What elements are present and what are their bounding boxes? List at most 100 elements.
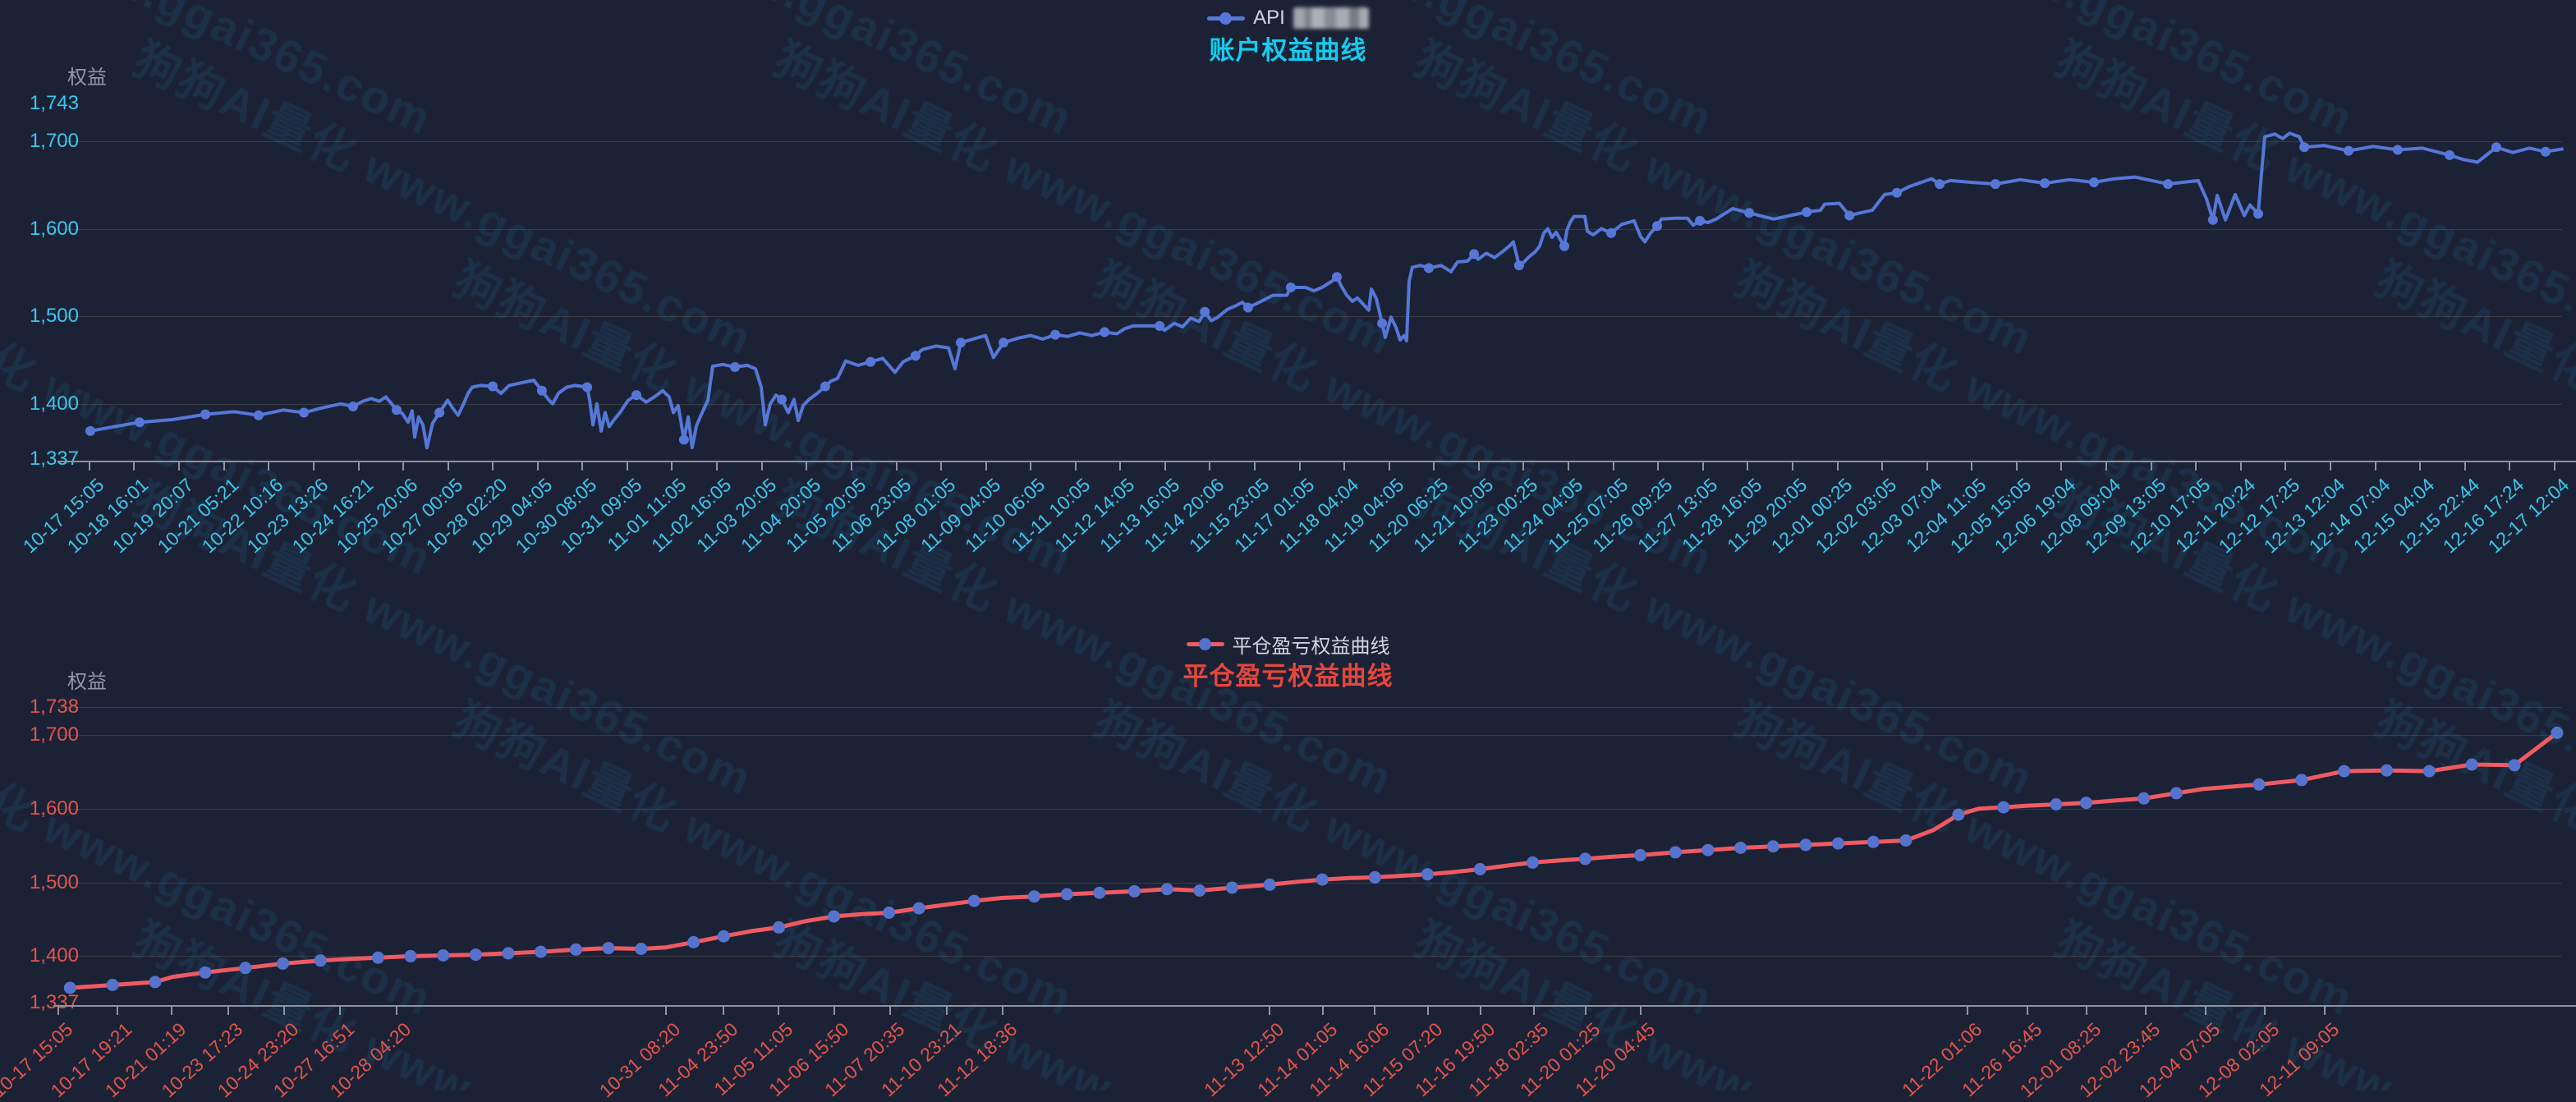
legend-label: 平仓盈亏权益曲线 — [1232, 635, 1390, 658]
x-axis-tick — [2419, 461, 2422, 471]
data-point-marker — [910, 351, 921, 361]
x-axis-tick — [1657, 461, 1660, 471]
data-point-marker — [1285, 282, 1296, 292]
data-point-marker — [631, 390, 641, 401]
data-point-marker — [2137, 792, 2151, 805]
x-axis-tick — [664, 1005, 667, 1015]
data-point-marker — [149, 976, 162, 989]
x-axis-tick — [2105, 461, 2107, 471]
y-axis-label: 1,738 — [29, 696, 79, 718]
x-axis-tick — [1480, 1005, 1482, 1015]
x-axis-tick — [850, 461, 852, 471]
y-gridline — [57, 808, 2562, 810]
y-gridline — [62, 403, 2562, 405]
data-point-marker — [1832, 837, 1844, 850]
x-axis-tick — [723, 1005, 725, 1015]
data-point-marker — [488, 381, 498, 392]
x-axis-tick — [1971, 461, 1973, 471]
data-point-marker — [2392, 145, 2403, 155]
x-axis-tick — [777, 1005, 779, 1015]
data-point-marker — [434, 407, 445, 418]
y-axis-label: 1,500 — [29, 870, 79, 893]
data-point-marker — [1799, 838, 1812, 852]
data-point-marker — [820, 381, 830, 392]
x-axis-tick — [396, 1005, 398, 1015]
x-axis-tick — [133, 461, 135, 471]
data-point-marker — [883, 907, 896, 919]
data-point-marker — [502, 947, 515, 960]
x-axis-tick — [2553, 461, 2555, 471]
x-axis-tick — [1433, 461, 1435, 471]
x-axis-tick — [760, 461, 763, 471]
x-axis-tick — [1298, 461, 1301, 471]
data-point-marker — [437, 949, 450, 962]
data-point-marker — [1128, 884, 1141, 898]
data-point-marker — [469, 948, 482, 962]
x-axis-tick — [170, 1005, 172, 1015]
x-axis-tick — [1477, 461, 1480, 471]
data-point-marker — [392, 405, 402, 416]
x-axis-tick — [1268, 1005, 1270, 1015]
data-point-marker — [1193, 884, 1206, 897]
x-axis-tick — [1533, 1005, 1536, 1015]
data-point-marker — [2344, 145, 2353, 156]
data-point-marker — [1701, 843, 1715, 856]
x-axis-tick — [312, 461, 315, 471]
data-point-marker — [1952, 808, 1965, 821]
y-gridline — [62, 228, 2562, 230]
x-axis-tick — [1836, 461, 1839, 471]
data-point-marker — [2381, 764, 2393, 777]
data-point-marker — [239, 962, 252, 975]
x-axis-tick — [1254, 461, 1256, 471]
data-point-marker — [314, 954, 327, 967]
y-axis-label: 1,500 — [29, 305, 79, 328]
x-axis-tick — [2195, 461, 2197, 471]
data-point-marker — [1844, 210, 1855, 221]
data-point-marker — [299, 407, 310, 418]
chart-title-pnl: 平仓盈亏权益曲线 — [1182, 662, 1394, 691]
data-point-marker — [2465, 758, 2478, 771]
chart-title-account: 账户权益曲线 — [1209, 36, 1367, 65]
x-axis-tick — [1374, 1005, 1376, 1015]
x-axis-tick — [2509, 461, 2511, 471]
data-point-marker — [2338, 765, 2351, 778]
x-axis-tick — [1001, 1005, 1003, 1015]
x-axis-tick — [57, 1005, 59, 1015]
x-axis-tick — [2085, 1005, 2087, 1015]
x-axis-tick — [223, 461, 225, 471]
x-axis-tick — [1522, 461, 1525, 471]
legend-pnl[interactable]: 平仓盈亏权益曲线 — [0, 632, 2576, 658]
data-point-marker — [2491, 142, 2501, 153]
data-point-marker — [772, 921, 785, 934]
y-axis-label: 1,400 — [29, 944, 79, 967]
y-gridline — [57, 735, 2562, 737]
data-point-marker — [1559, 241, 1569, 251]
y-axis-label: 1,337 — [29, 448, 79, 470]
x-axis-tick — [1568, 461, 1569, 471]
y-axis-label: 1,743 — [29, 92, 79, 114]
x-axis-tick — [1639, 1005, 1642, 1015]
data-point-marker — [1669, 846, 1682, 859]
x-axis-tick — [985, 461, 987, 471]
x-axis-tick — [1584, 1005, 1586, 1015]
x-axis-tick — [895, 461, 898, 471]
data-point-marker — [912, 902, 925, 915]
x-axis-tick — [492, 461, 494, 471]
x-axis-tick — [2264, 1005, 2266, 1015]
legend-redacted-text — [1293, 7, 1369, 29]
data-point-marker — [1867, 835, 1880, 848]
data-point-marker — [1469, 249, 1480, 259]
legend-account[interactable]: API — [0, 7, 2576, 30]
data-point-marker — [200, 409, 211, 420]
data-point-marker — [678, 434, 689, 445]
x-axis-tick — [2015, 461, 2018, 471]
data-point-marker — [1473, 863, 1486, 875]
data-point-marker — [1526, 856, 1539, 869]
x-axis-tick — [2150, 461, 2152, 471]
data-point-marker — [1160, 883, 1173, 896]
y-axis-name-account: 权益 — [67, 67, 107, 89]
data-point-marker — [1606, 227, 1616, 238]
